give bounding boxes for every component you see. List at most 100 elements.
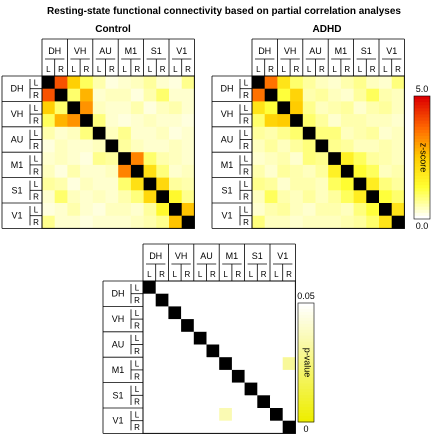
pvalue-col-hemi-label: L [198, 270, 203, 279]
control-heatmap-cell [169, 126, 182, 140]
control-heatmap-cell [130, 164, 144, 178]
control-heatmap-cell [130, 76, 144, 89]
pvalue-colorbar-segment [298, 392, 314, 396]
pvalue-heatmap-cell [181, 382, 195, 396]
pvalue-heatmap-cell [219, 306, 233, 320]
control-heatmap-cell [80, 126, 94, 140]
zscore-colorbar-segment [414, 166, 430, 171]
pvalue-heatmap-cell [206, 281, 220, 294]
pvalue-heatmap-cell [244, 281, 258, 294]
adhd-col-hemi-label: L [383, 65, 388, 74]
adhd-heatmap-cell [264, 190, 278, 204]
pvalue-heatmap-cell [193, 382, 207, 396]
zscore-colorbar-segment [414, 126, 430, 131]
pvalue-heatmap-cell [257, 319, 271, 333]
adhd-heatmap-cell [252, 152, 265, 166]
adhd-heatmap-cell [340, 88, 354, 102]
pvalue-heatmap-cell [219, 382, 233, 396]
pvalue-colorbar-segment [298, 383, 314, 387]
pvalue-heatmap-cell [206, 331, 220, 345]
control-heatmap-cell [156, 126, 170, 140]
adhd-heatmap-cell [315, 76, 329, 89]
adhd-heatmap-cell [302, 114, 316, 128]
pvalue-heatmap-cell [193, 344, 207, 358]
adhd-heatmap-cell [290, 190, 304, 204]
pvalue-heatmap-cell [219, 395, 233, 409]
zscore-colorbar-segment [414, 99, 430, 103]
pvalue-col-region-label: M1 [226, 251, 239, 261]
pvalue-colorbar-segment [298, 362, 314, 366]
pvalue-heatmap-cell [282, 319, 296, 333]
pvalue-colorbar-segment [298, 380, 314, 384]
control-heatmap-cell [105, 177, 119, 191]
control-heatmap-cell [143, 101, 157, 115]
control-heatmap-cell [169, 215, 182, 229]
zscore-colorbar-frame [413, 95, 431, 220]
control-heatmap-cell [80, 152, 94, 166]
control-row-hemi-label: R [33, 142, 39, 151]
control-heatmap-cell [181, 164, 195, 178]
control-heatmap-cell [67, 139, 81, 153]
control-heatmap-cell [67, 203, 81, 216]
adhd-heatmap-cell [340, 126, 354, 140]
pvalue-colorbar-segment [298, 395, 314, 399]
control-heatmap-cell [169, 177, 182, 191]
control-heatmap-cell [80, 76, 94, 89]
control-heatmap-cell [42, 177, 55, 191]
adhd-row-hemi-label: L [244, 104, 249, 113]
panel-title-control: Control [95, 24, 131, 35]
adhd-row-hemi-label: L [244, 129, 249, 138]
control-heatmap-cell [130, 139, 144, 153]
adhd-heatmap-cell [353, 177, 367, 191]
zscore-colorbar-segment [414, 212, 430, 217]
pvalue-colorbar-segment [298, 320, 314, 325]
pvalue-heatmap-cell [282, 281, 296, 294]
pvalue-heatmap-cell [206, 306, 220, 320]
zscore-colorbar-segment [414, 175, 430, 180]
pvalue-colorbar-segment [298, 416, 314, 420]
adhd-heatmap-cell [366, 126, 380, 140]
adhd-heatmap-cell [328, 164, 342, 178]
control-heatmap-cell [67, 215, 81, 229]
pvalue-heatmap-cell [270, 344, 283, 358]
pvalue-heatmap-cell [219, 319, 233, 333]
zscore-colorbar-segment [414, 197, 430, 202]
pvalue-row-region-label: S1 [112, 390, 123, 400]
adhd-heatmap-cell [290, 114, 304, 128]
control-heatmap-cell [143, 126, 157, 140]
adhd-heatmap-cell [328, 177, 342, 191]
adhd-heatmap-cell [379, 164, 392, 178]
control-heatmap-cell [92, 177, 106, 191]
adhd-col-hemi-label: R [370, 65, 376, 74]
pvalue-colorbar-segment [298, 419, 314, 423]
adhd-heatmap-cell [353, 88, 367, 102]
pvalue-heatmap-cell [168, 369, 182, 383]
adhd-row-hemi-label: L [244, 180, 249, 189]
control-heatmap-cell [143, 139, 157, 153]
zscore-colorbar-segment [414, 163, 430, 168]
control-row-region-label: M1 [11, 160, 24, 170]
control-heatmap-cell [105, 101, 119, 115]
pvalue-heatmap-cell [168, 344, 182, 358]
control-heatmap-cell [181, 152, 195, 166]
adhd-heatmap-cell [379, 190, 392, 204]
pvalue-heatmap-cell [143, 369, 156, 383]
pvalue-matrix-frame [142, 280, 296, 434]
pvalue-heatmap-cell [143, 306, 156, 320]
control-heatmap-cell [118, 177, 132, 191]
pvalue-heatmap-cell [257, 357, 271, 371]
pvalue-heatmap-cell [244, 293, 258, 307]
control-heatmap-cell [42, 215, 55, 229]
adhd-col-hemi-label: L [282, 65, 287, 74]
adhd-heatmap-cell [290, 101, 304, 115]
control-heatmap-cell [181, 215, 195, 229]
adhd-heatmap-cell [315, 152, 329, 166]
control-heatmap-cell [130, 114, 144, 128]
pvalue-heatmap-cell [257, 281, 271, 294]
adhd-heatmap-cell [277, 190, 291, 204]
control-heatmap-cell [42, 101, 55, 115]
pvalue-heatmap-cell [168, 395, 182, 409]
adhd-heatmap-cell [379, 76, 392, 89]
adhd-heatmap-cell [302, 215, 316, 229]
zscore-colorbar-segment [414, 194, 430, 198]
